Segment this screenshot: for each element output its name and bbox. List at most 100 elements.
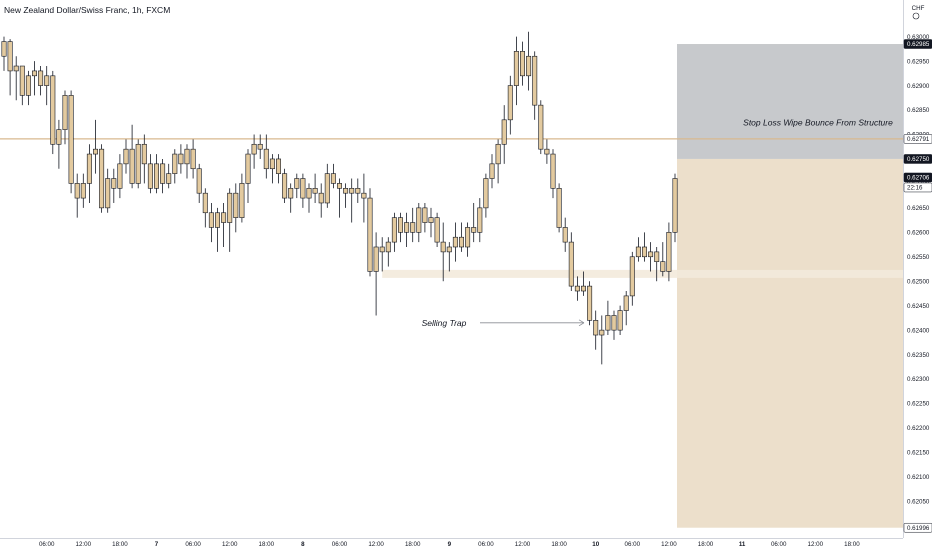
candle	[318, 183, 324, 218]
y-tick-label: 0.62200	[907, 425, 930, 432]
candle	[587, 281, 593, 326]
candle	[245, 149, 251, 203]
candle-body	[160, 163, 166, 184]
candle	[660, 242, 666, 277]
candle-body	[330, 173, 336, 184]
x-tick-label: 18:00	[844, 541, 860, 548]
candle-body	[599, 329, 605, 336]
candle	[666, 222, 672, 282]
candle-body	[635, 246, 641, 258]
candle	[641, 232, 647, 262]
candle	[257, 134, 263, 159]
candle-body	[294, 178, 300, 189]
candle	[483, 173, 489, 218]
y-tick-label: 0.62850	[907, 107, 930, 114]
candle	[74, 173, 80, 218]
candle	[269, 154, 275, 184]
candle-body	[416, 207, 422, 233]
candle-body	[397, 217, 403, 233]
target-zone[interactable]	[677, 158, 903, 528]
y-tick-label: 0.62550	[907, 254, 930, 261]
x-tick-label: 06:00	[478, 541, 494, 548]
candle	[19, 65, 25, 106]
candle-body	[166, 173, 172, 184]
candle	[227, 188, 233, 252]
candle	[324, 163, 330, 208]
candles-layer	[1, 31, 678, 365]
x-tick-label: 7	[155, 541, 159, 548]
x-tick-label: 12:00	[515, 541, 531, 548]
candle	[507, 75, 513, 135]
candle-body	[385, 241, 391, 253]
candle	[190, 139, 196, 179]
candle-body	[471, 227, 477, 233]
annotations-layer: Stop Loss Wipe Bounce From Structure Sell…	[422, 118, 893, 328]
candle	[404, 212, 410, 247]
candle	[312, 173, 318, 203]
candle	[172, 149, 178, 184]
candle-body	[190, 148, 196, 170]
stop-loss-zone[interactable]	[677, 44, 903, 159]
structure-zone-band[interactable]	[382, 269, 903, 278]
badge-stop-bottom: 0.62750	[907, 156, 930, 163]
candle	[526, 31, 532, 91]
candle	[154, 154, 160, 194]
x-tick-label: 06:00	[185, 541, 201, 548]
y-tick-label: 0.62350	[907, 352, 930, 359]
candle-body	[13, 65, 19, 72]
candle-body	[507, 85, 513, 121]
x-tick-label: 18:00	[405, 541, 421, 548]
y-tick-label: 0.62450	[907, 303, 930, 310]
candle-body	[526, 55, 532, 77]
candle-body	[483, 178, 489, 209]
candle	[379, 237, 385, 272]
candle	[568, 232, 574, 292]
candle	[233, 183, 239, 233]
candle	[25, 70, 31, 106]
candle	[654, 246, 660, 282]
candle-body	[404, 222, 410, 233]
candle-body	[513, 51, 519, 86]
candle-body	[62, 95, 68, 130]
candle	[208, 202, 214, 243]
candle-body	[556, 188, 562, 228]
candle-body	[31, 70, 37, 77]
annotation-stop-loss: Stop Loss Wipe Bounce From Structure	[743, 118, 893, 128]
x-tick-label: 12:00	[368, 541, 384, 548]
candle-body	[239, 183, 245, 218]
candle	[196, 163, 202, 203]
candle	[580, 271, 586, 296]
candle-body	[172, 153, 178, 174]
x-tick-label: 11	[739, 541, 746, 548]
candle	[13, 56, 19, 101]
candle-body	[50, 75, 56, 145]
candle-body	[568, 241, 574, 287]
candle-body	[617, 310, 623, 331]
candle	[184, 144, 190, 179]
candle-body	[215, 212, 221, 228]
candle	[489, 154, 495, 189]
candle	[38, 66, 44, 96]
candle-body	[343, 188, 349, 194]
candle-body	[465, 227, 471, 248]
candle	[574, 276, 580, 301]
candle	[501, 105, 507, 164]
candle-body	[1, 41, 7, 57]
candle-body	[489, 163, 495, 179]
settings-icon[interactable]	[912, 12, 920, 20]
candle	[648, 242, 654, 272]
candle-body	[300, 178, 306, 199]
candle-body	[361, 192, 367, 199]
x-tick-label: 06:00	[625, 541, 641, 548]
y-tick-label: 0.62500	[907, 278, 930, 285]
candle-body	[519, 51, 525, 77]
candle-body	[257, 143, 263, 150]
candle-body	[538, 104, 544, 150]
candle-body	[196, 168, 202, 194]
candle-body	[202, 192, 208, 214]
candle	[263, 134, 269, 179]
candle	[336, 178, 342, 218]
candle-body	[648, 251, 654, 258]
